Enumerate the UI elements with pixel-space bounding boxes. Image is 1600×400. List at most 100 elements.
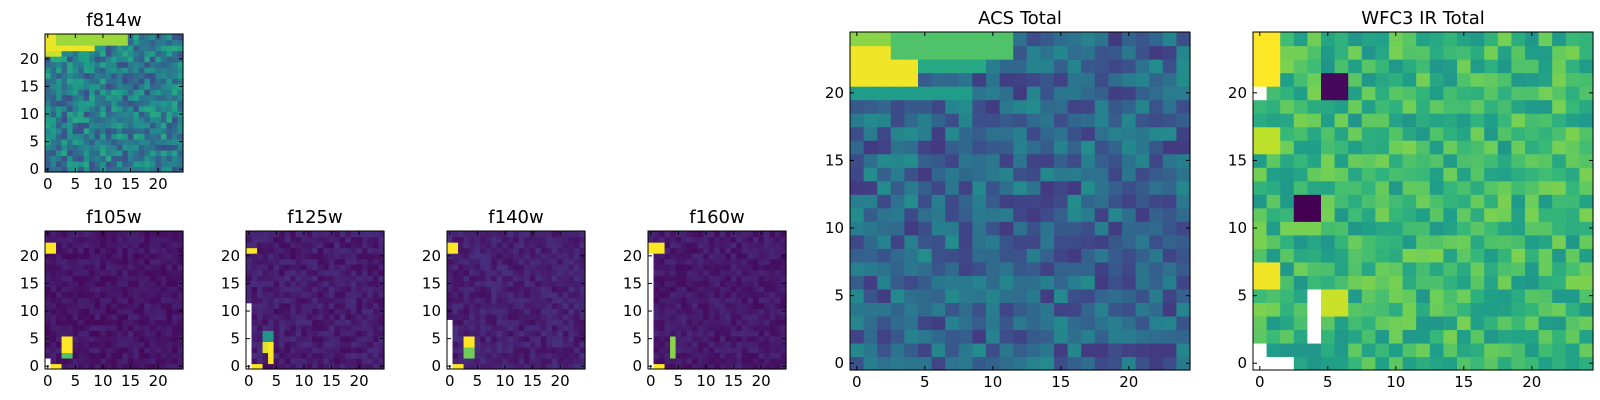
- heatmap-cell: [127, 302, 134, 309]
- heatmap-cell: [127, 335, 134, 342]
- heatmap-cell: [1416, 99, 1431, 114]
- heatmap-cell: [507, 357, 514, 365]
- heatmap-cell: [116, 160, 123, 168]
- heatmap-cell: [83, 341, 90, 348]
- heatmap-cell: [769, 236, 776, 243]
- heatmap-cell: [1470, 113, 1485, 128]
- heatmap-cell: [692, 319, 699, 326]
- heatmap-cell: [133, 116, 140, 123]
- heatmap-cell: [1253, 45, 1268, 60]
- heatmap-cell: [681, 297, 688, 304]
- heatmap-cell: [1375, 207, 1390, 222]
- heatmap-cell: [1443, 99, 1458, 114]
- heatmap-cell: [149, 39, 156, 46]
- heatmap-cell: [367, 302, 374, 309]
- heatmap-cell: [100, 335, 107, 342]
- heatmap-cell: [1013, 261, 1028, 276]
- heatmap-cell: [1443, 356, 1458, 371]
- heatmap-cell: [502, 236, 509, 243]
- heatmap-cell: [535, 335, 542, 342]
- heatmap-cell: [166, 67, 173, 74]
- heatmap-cell: [1402, 342, 1417, 358]
- heatmap-cell: [986, 261, 1001, 276]
- heatmap-cell: [1026, 113, 1041, 128]
- heatmap-cell: [507, 352, 514, 359]
- heatmap-cell: [945, 342, 960, 358]
- heatmap-cell: [317, 357, 324, 365]
- heatmap-cell: [863, 275, 878, 290]
- heatmap-cell: [513, 313, 520, 320]
- heatmap-cell: [1067, 207, 1082, 222]
- heatmap-cell: [529, 297, 536, 304]
- heatmap-cell: [741, 269, 748, 276]
- heatmap-cell: [1525, 153, 1540, 168]
- heatmap-cell: [741, 324, 748, 331]
- heatmap-cell: [513, 335, 520, 342]
- heatmap-cell: [491, 324, 498, 331]
- heatmap-cell: [725, 242, 732, 249]
- heatmap-cell: [752, 330, 759, 337]
- heatmap-cell: [741, 363, 748, 370]
- heatmap-cell: [918, 261, 933, 276]
- heatmap-cell: [714, 280, 721, 287]
- heatmap-cell: [67, 291, 74, 298]
- heatmap-cell: [356, 275, 363, 282]
- heatmap-cell: [105, 363, 112, 370]
- heatmap-cell: [105, 346, 112, 354]
- heatmap-cell: [45, 122, 52, 129]
- heatmap-cell: [257, 335, 264, 342]
- heatmap-cell: [1307, 248, 1322, 263]
- heatmap-cell: [518, 357, 525, 365]
- heatmap-cell: [850, 72, 865, 87]
- heatmap-cell: [127, 346, 134, 354]
- heatmap-cell: [774, 346, 782, 354]
- heatmap-cell: [736, 319, 743, 326]
- heatmap-cell: [295, 357, 302, 365]
- heatmap-cell: [1307, 32, 1322, 47]
- heatmap-cell: [1525, 234, 1540, 249]
- heatmap-cell: [1416, 126, 1431, 141]
- heatmap-cell: [675, 275, 682, 282]
- heatmap-cell: [904, 45, 919, 60]
- heatmap-cell: [372, 297, 380, 304]
- heatmap-cell: [262, 313, 269, 320]
- heatmap-cell: [149, 247, 156, 254]
- heatmap-cell: [301, 269, 308, 276]
- heatmap-cell: [1389, 302, 1404, 317]
- heatmap-cell: [458, 313, 465, 320]
- heatmap-cell: [1067, 234, 1082, 249]
- heatmap-cell: [1525, 45, 1540, 60]
- heatmap-cell: [105, 127, 112, 134]
- heatmap-cell: [138, 105, 145, 112]
- heatmap-cell: [155, 138, 162, 145]
- heatmap-cell: [1094, 302, 1109, 317]
- heatmap-cell: [535, 231, 542, 238]
- heatmap-cell: [999, 113, 1014, 128]
- heatmap-cell: [317, 269, 324, 276]
- heatmap-cell: [1176, 302, 1191, 317]
- heatmap-cell: [513, 352, 520, 359]
- heatmap-cell: [697, 302, 704, 309]
- heatmap-cell: [452, 363, 459, 370]
- heatmap-cell: [1081, 234, 1096, 249]
- y-tick-label: 5: [431, 330, 441, 348]
- heatmap-cell: [155, 72, 162, 79]
- heatmap-cell: [160, 242, 168, 249]
- heatmap-cell: [78, 133, 85, 140]
- heatmap-cell: [1511, 140, 1526, 155]
- heatmap-cell: [61, 319, 68, 326]
- heatmap-cell: [89, 149, 96, 157]
- heatmap-cell: [372, 286, 380, 293]
- heatmap-cell: [78, 89, 85, 96]
- heatmap-cell: [133, 111, 140, 118]
- heatmap-cell: [257, 269, 264, 276]
- heatmap-cell: [1026, 207, 1041, 222]
- heatmap-cell: [540, 247, 547, 254]
- heatmap-cell: [469, 341, 476, 348]
- heatmap-cell: [100, 357, 107, 365]
- heatmap-cell: [61, 335, 68, 342]
- heatmap-cell: [171, 138, 179, 145]
- heatmap-cell: [361, 341, 369, 348]
- heatmap-cell: [918, 167, 933, 182]
- heatmap-cell: [485, 319, 492, 326]
